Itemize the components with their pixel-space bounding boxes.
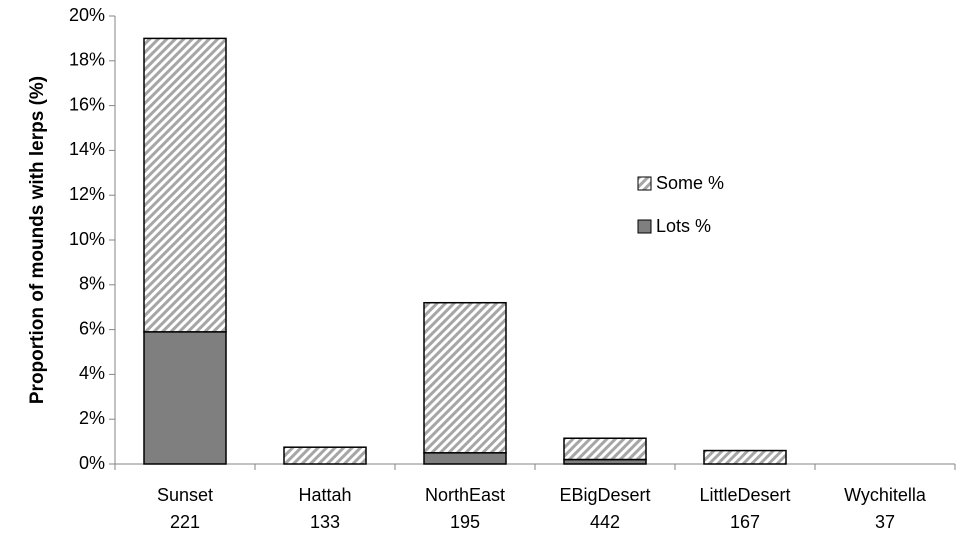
legend-swatch <box>637 219 652 234</box>
x-tick-label: NorthEast <box>425 485 505 505</box>
y-tick-label: 4% <box>79 363 105 383</box>
y-tick-label: 2% <box>79 408 105 428</box>
x-tick-label: 133 <box>310 512 340 532</box>
x-tick-label: Wychitella <box>844 485 927 505</box>
bar-segment <box>283 446 367 465</box>
bar-segment <box>143 331 227 465</box>
bar-segment <box>423 452 507 465</box>
x-tick-label: EBigDesert <box>559 485 650 505</box>
y-tick-label: 10% <box>69 229 105 249</box>
bar-segment <box>143 37 227 333</box>
y-tick-label: 0% <box>79 453 105 473</box>
x-tick-label: 221 <box>170 512 200 532</box>
y-tick-label: 14% <box>69 139 105 159</box>
y-tick-label: 16% <box>69 94 105 114</box>
bar-segment <box>423 301 507 454</box>
legend-label: Some % <box>656 173 724 193</box>
legend-swatch <box>637 176 652 191</box>
bar-segment <box>563 437 647 461</box>
y-axis-title: Proportion of mounds with lerps (%) <box>27 76 48 404</box>
y-tick-label: 8% <box>79 274 105 294</box>
y-tick-label: 20% <box>69 5 105 25</box>
x-tick-label: 167 <box>730 512 760 532</box>
x-tick-label: Sunset <box>157 485 213 505</box>
x-tick-label: 442 <box>590 512 620 532</box>
y-tick-label: 18% <box>69 50 105 70</box>
legend-label: Lots % <box>656 216 711 236</box>
x-tick-label: Hattah <box>298 485 351 505</box>
bar-segment <box>703 449 787 465</box>
x-tick-label: LittleDesert <box>699 485 790 505</box>
x-tick-label: 37 <box>875 512 895 532</box>
x-tick-label: 195 <box>450 512 480 532</box>
y-tick-label: 6% <box>79 318 105 338</box>
y-tick-label: 12% <box>69 184 105 204</box>
